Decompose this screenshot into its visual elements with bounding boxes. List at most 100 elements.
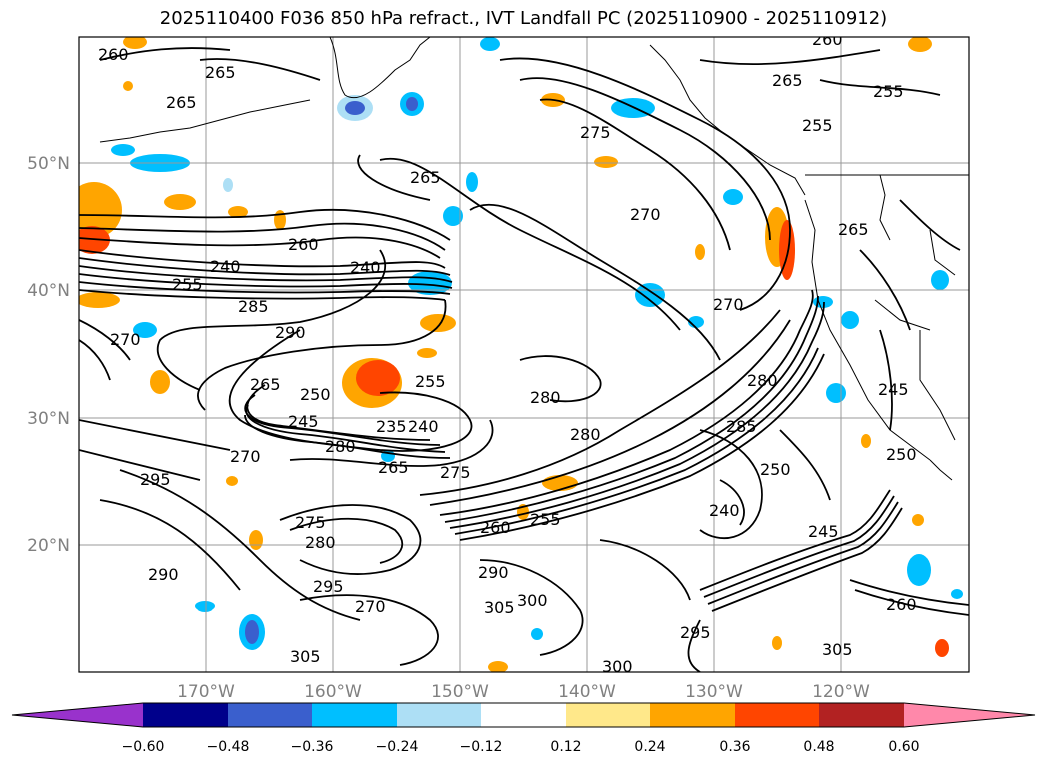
contour-label: 240	[408, 417, 439, 436]
contour-label: 275	[580, 123, 611, 142]
positive-anomaly-patch	[779, 220, 795, 280]
contour-label: 260	[288, 235, 319, 254]
contour-label: 240	[709, 501, 740, 520]
positive-anomaly-patch	[79, 182, 122, 238]
colorbar-bin	[481, 703, 566, 727]
negative-anomaly-patch	[531, 628, 543, 640]
positive-anomaly-patch	[420, 314, 456, 332]
colorbar-ticks: −0.60 −0.48 −0.36 −0.24 −0.12 0.12 0.24 …	[122, 739, 920, 755]
lon-tick-label: 150°W	[431, 682, 489, 702]
positive-anomaly-patch	[123, 37, 147, 49]
contour-label: 250	[886, 445, 917, 464]
contour-label: 280	[325, 437, 356, 456]
contour-label: 250	[760, 460, 791, 479]
lon-tick-label: 170°W	[177, 682, 235, 702]
contour-label: 240	[350, 258, 381, 277]
contour-label: 275	[440, 463, 471, 482]
positive-anomaly-patch	[912, 514, 924, 526]
contour-label: 250	[300, 385, 331, 404]
colorbar-tick-label: −0.12	[460, 739, 503, 755]
positive-anomaly-patch	[935, 639, 949, 657]
negative-anomaly-patch	[443, 206, 463, 226]
negative-anomaly-patch	[635, 283, 665, 307]
negative-anomaly-patch	[133, 322, 157, 338]
lat-tick-label: 20°N	[27, 536, 70, 556]
contour-lines	[79, 47, 969, 672]
contour-label: 265	[772, 71, 803, 90]
colorbar-tick-label: −0.24	[376, 739, 419, 755]
colorbar-bin	[650, 703, 735, 727]
contour-label: 260	[886, 595, 917, 614]
colorbar-tick-label: 0.12	[550, 739, 581, 755]
contour-label: 245	[288, 412, 319, 431]
lon-tick-label: 130°W	[685, 682, 743, 702]
contour-label: 255	[873, 82, 904, 101]
colorbar-bin	[904, 703, 1035, 727]
negative-anomaly-patch	[406, 97, 418, 111]
positive-anomaly-patch	[150, 370, 170, 394]
positive-anomaly-patch	[488, 661, 508, 672]
contour-label: 270	[355, 597, 386, 616]
contour-label: 235	[376, 417, 407, 436]
lat-tick-label: 30°N	[27, 409, 70, 429]
contour-label: 280	[530, 388, 561, 407]
colorbar-tick-label: 0.60	[888, 739, 919, 755]
positive-anomaly-patch	[772, 636, 782, 650]
negative-anomaly-patch	[223, 178, 233, 192]
graticule	[79, 37, 969, 672]
contour-label: 290	[148, 565, 179, 584]
negative-anomaly-patch	[723, 189, 743, 205]
negative-anomaly-patch	[245, 620, 259, 644]
negative-anomaly-patch	[826, 383, 846, 403]
contour-label: 295	[140, 470, 171, 489]
contour-label: 270	[713, 295, 744, 314]
contour-label: 275	[295, 513, 326, 532]
lon-tick-label: 120°W	[812, 682, 870, 702]
negative-anomaly-patch	[466, 172, 478, 192]
positive-anomaly-patch	[542, 475, 578, 491]
contour-label: 290	[275, 323, 306, 342]
lat-tick-label: 40°N	[27, 281, 70, 301]
contour-label: 260	[812, 30, 843, 49]
contour-label: 255	[530, 510, 561, 529]
contour-label: 280	[747, 371, 778, 390]
colorbar	[11, 702, 1036, 728]
colorbar-tick-label: −0.48	[207, 739, 250, 755]
contour-label: 280	[305, 533, 336, 552]
colorbar-tick-label: 0.24	[634, 739, 665, 755]
contour-label: 260	[98, 45, 129, 64]
lat-tick-label: 50°N	[27, 154, 70, 174]
negative-anomaly-patch	[907, 554, 931, 586]
colorbar-bin	[566, 703, 650, 727]
map-title: 2025110400 F036 850 hPa refract., IVT La…	[159, 8, 888, 29]
longitude-axis: 170°W 160°W 150°W 140°W 130°W 120°W	[177, 682, 870, 702]
contour-label: 300	[602, 657, 633, 676]
colorbar-bin	[228, 703, 312, 727]
contour-label: 270	[630, 205, 661, 224]
coastlines	[99, 37, 969, 481]
contour-label: 305	[484, 598, 515, 617]
negative-anomaly-patch	[480, 37, 500, 51]
negative-anomaly-patch	[931, 270, 949, 290]
contour-label: 285	[726, 417, 757, 436]
contour-label: 240	[210, 257, 241, 276]
positive-anomaly-patch	[79, 292, 120, 308]
map-panel: 260 265 265 260 255 265 255 275 270 265 …	[79, 30, 969, 676]
colorbar-tick-label: 0.48	[803, 739, 834, 755]
contour-label: 255	[802, 116, 833, 135]
contour-label: 255	[415, 372, 446, 391]
positive-anomaly-patch	[594, 156, 618, 168]
positive-anomaly-patch	[164, 194, 196, 210]
contour-label: 245	[878, 380, 909, 399]
contour-label: 305	[822, 640, 853, 659]
lon-tick-label: 140°W	[558, 682, 616, 702]
colorbar-tick-label: 0.36	[719, 739, 750, 755]
positive-anomaly-patch	[695, 244, 705, 260]
contour-label: 260	[480, 518, 511, 537]
contour-label: 245	[808, 522, 839, 541]
contour-label: 270	[110, 330, 141, 349]
contour-label: 285	[238, 297, 269, 316]
negative-anomaly-patch	[841, 311, 859, 329]
latitude-axis: 50°N 40°N 30°N 20°N	[27, 154, 70, 556]
